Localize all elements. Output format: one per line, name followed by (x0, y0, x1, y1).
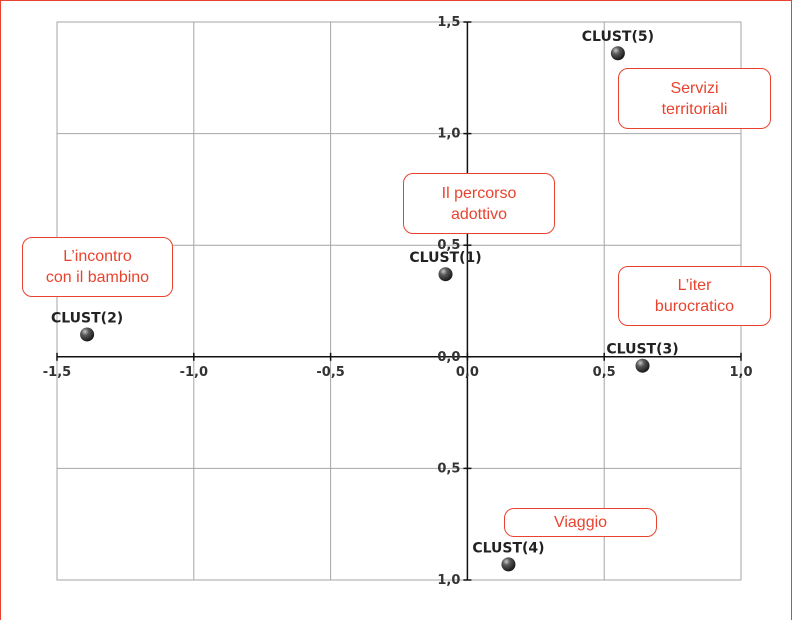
x-tick-label: 1,0 (729, 365, 752, 380)
cluster-label: CLUST(3) (606, 342, 678, 358)
annotation-servizi-territoriali: Servizi territoriali (618, 68, 771, 129)
cluster-label: CLUST(4) (472, 540, 544, 556)
cluster-point (636, 359, 650, 373)
y-tick-label: 1,5 (437, 15, 460, 30)
cluster-point (611, 46, 625, 60)
x-tick-label: 0,5 (593, 365, 616, 380)
y-tick-label: 1,0 (437, 573, 460, 588)
annotation-iter-burocratico: L’iter burocratico (618, 266, 771, 326)
y-tick-label: 0,5 (437, 461, 460, 476)
annotation-incontro-bambino: L’incontro con il bambino (22, 237, 173, 297)
x-tick-label: -1,0 (180, 365, 208, 380)
x-tick-label: -0,5 (316, 365, 344, 380)
annotation-viaggio: Viaggio (504, 508, 657, 537)
cluster-point (439, 267, 453, 281)
y-tick-label: 0,0 (437, 350, 460, 365)
x-tick-label: 0,0 (456, 365, 479, 380)
annotation-percorso-adottivo: Il percorso adottivo (403, 173, 555, 234)
cluster-point (501, 557, 515, 571)
y-tick-label: 1,0 (437, 127, 460, 142)
cluster-label: CLUST(2) (51, 310, 123, 326)
data-points: CLUST(1) CLUST(2) CLUST(3) CLUST(4) CLUST(5) (51, 29, 679, 571)
cluster-point (80, 327, 94, 341)
x-tick-label: -1,5 (43, 365, 71, 380)
cluster-label: CLUST(5) (582, 29, 654, 45)
cluster-label: CLUST(1) (409, 250, 481, 266)
